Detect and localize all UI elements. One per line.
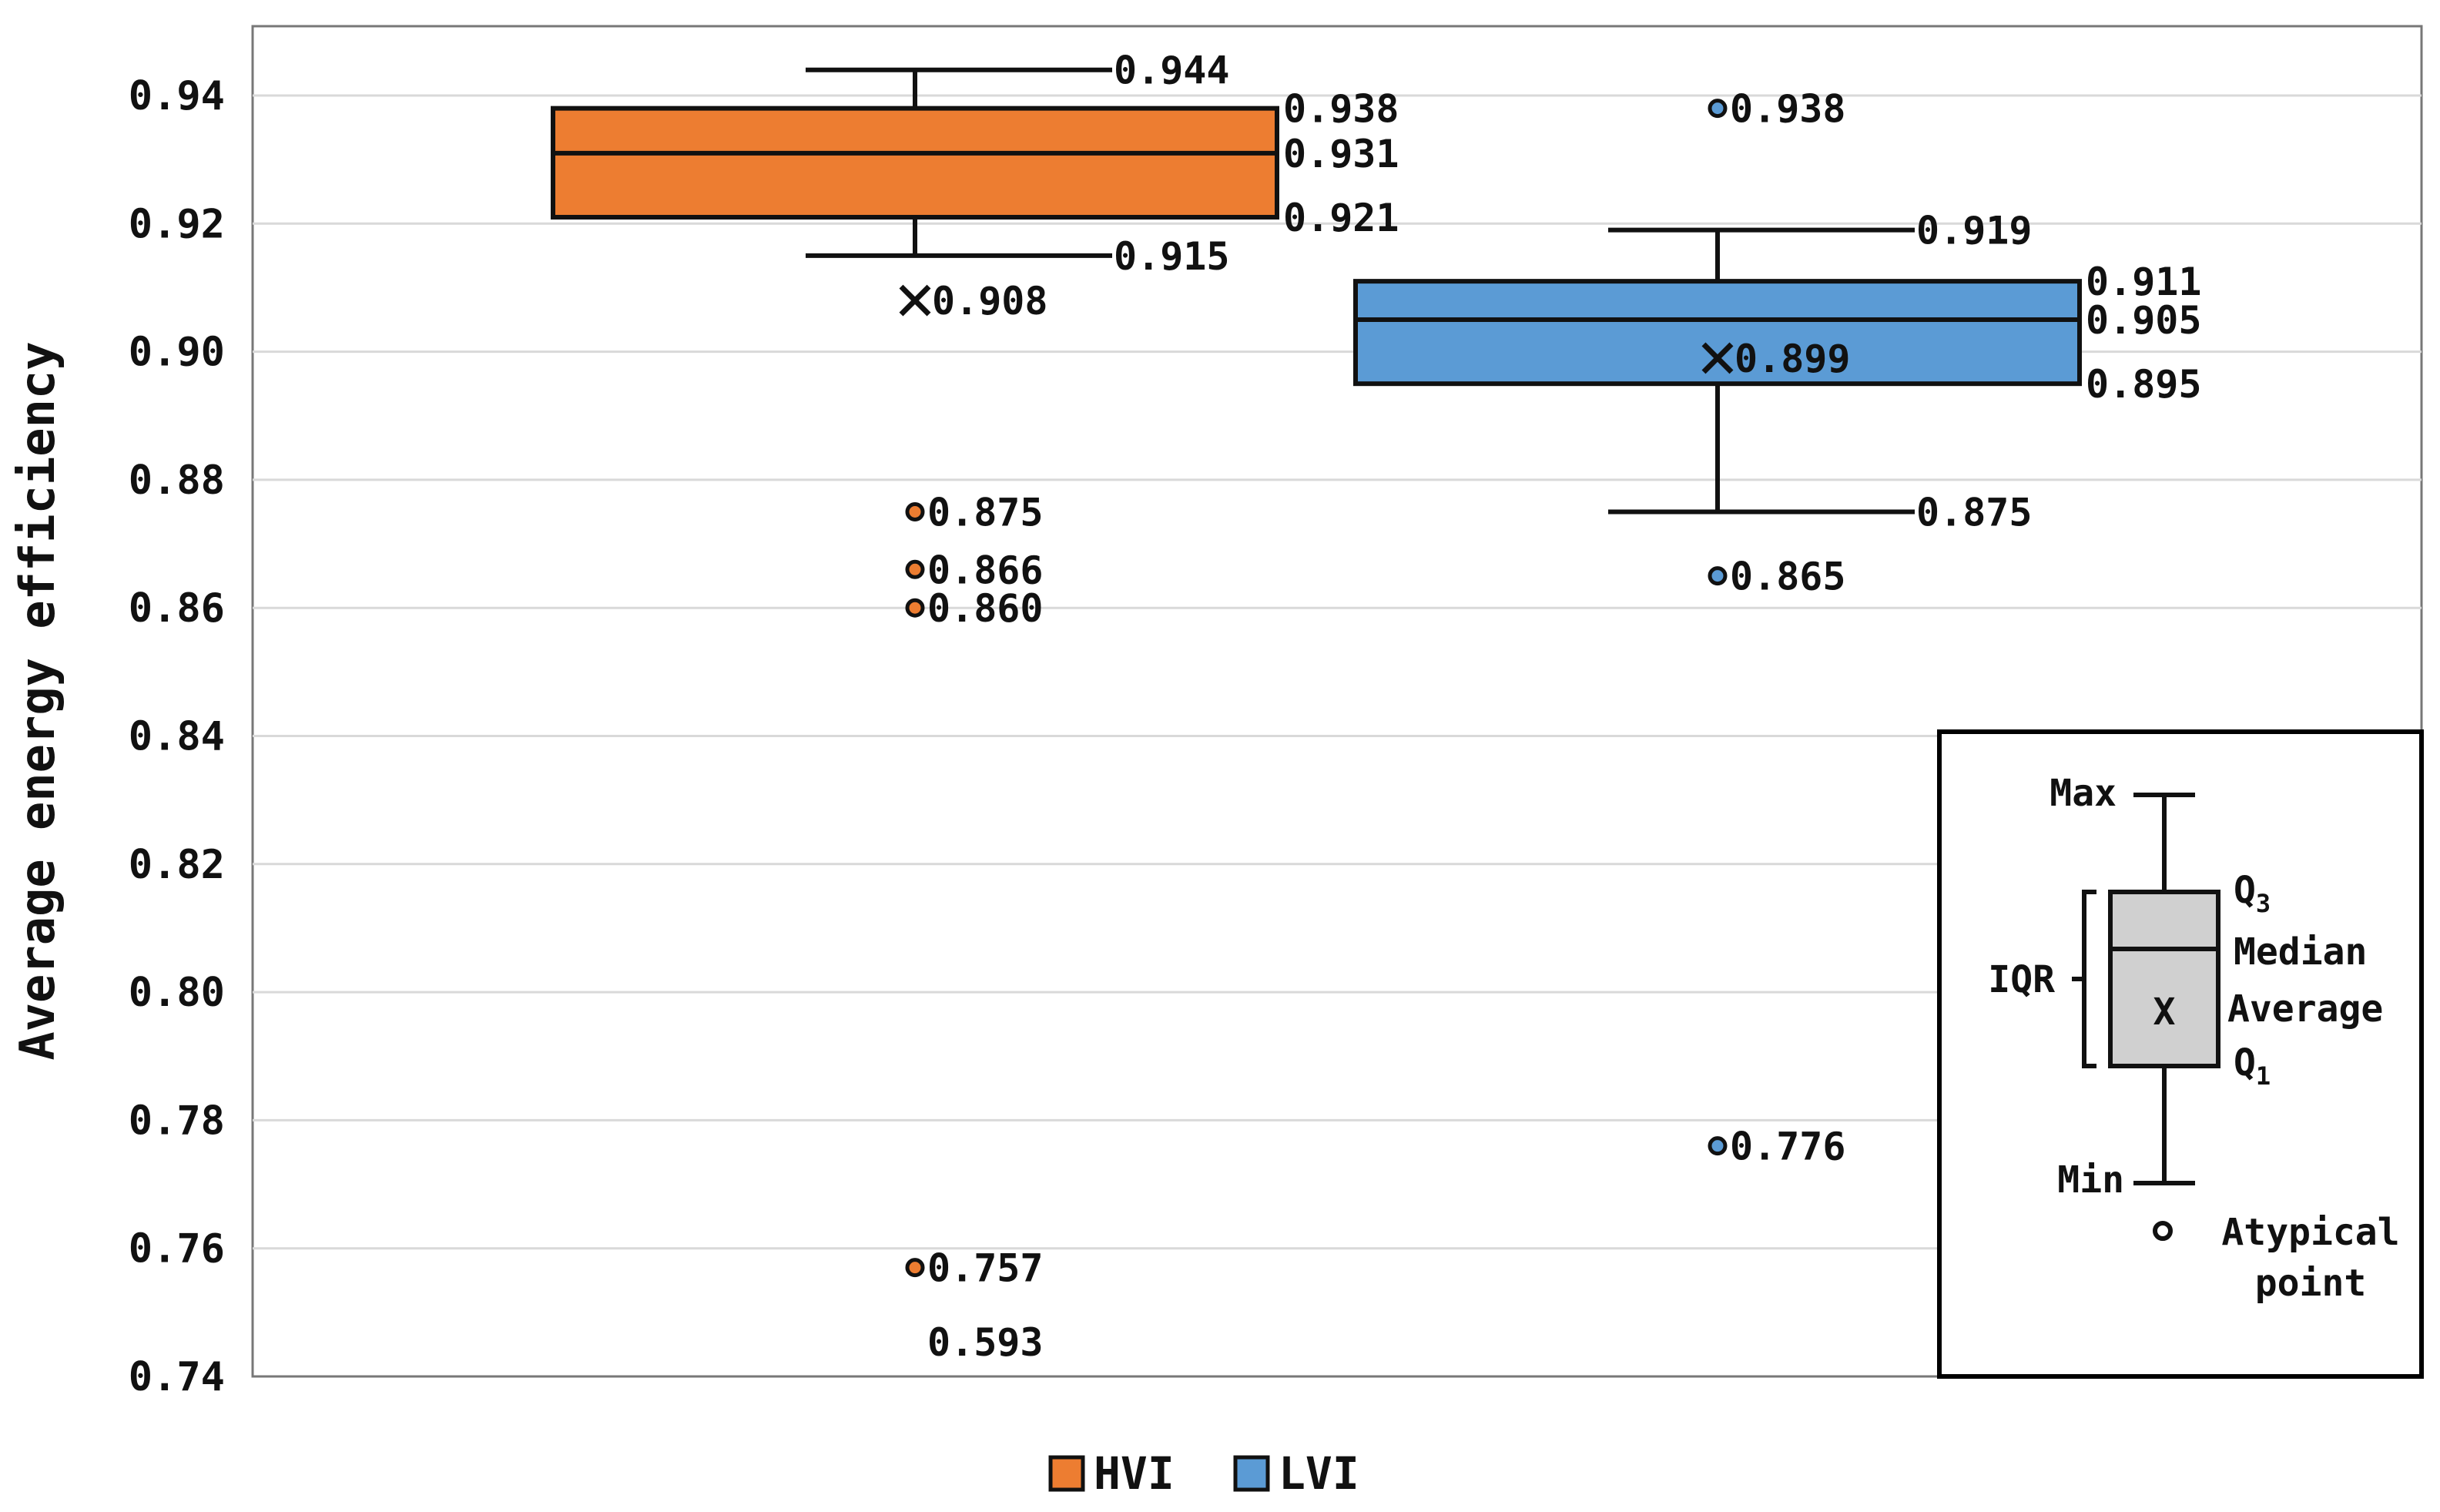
min-value-label: 0.875 <box>1916 490 2033 535</box>
max-value-label: 0.944 <box>1114 49 1230 93</box>
key-mean-mark: X <box>2153 991 2176 1034</box>
outlier-point <box>905 598 925 618</box>
key-q1-label: Q1 <box>2234 1041 2271 1091</box>
outlier-value-label: 0.865 <box>1730 555 1846 599</box>
min-value-label: 0.915 <box>1114 234 1230 279</box>
q3-value-label: 0.938 <box>1283 87 1399 132</box>
y-tick-label: 0.84 <box>129 714 225 760</box>
y-tick-label: 0.86 <box>129 585 225 632</box>
outlier-value-label: 0.860 <box>927 586 1044 631</box>
y-axis-label: Average energy efficiency <box>9 341 65 1060</box>
key-q3-label: Q3 <box>2234 869 2271 918</box>
outlier-value-label: 0.938 <box>1730 87 1846 132</box>
mean-marker <box>1701 342 1734 374</box>
key-max-label: Max <box>2050 772 2117 815</box>
legend: HVI LVI <box>1048 1447 1359 1500</box>
outlier-point <box>1708 1136 1728 1156</box>
outlier-value-label: 0.866 <box>927 548 1044 592</box>
y-tick-label: 0.74 <box>129 1354 225 1400</box>
box-plot-key: X IQR Max Min Q3 Median Average Q1 Atypi… <box>1937 729 2424 1379</box>
legend-item-lvi: LVI <box>1233 1447 1359 1500</box>
legend-label: LVI <box>1279 1447 1359 1500</box>
outlier-value-label: 0.776 <box>1730 1125 1846 1169</box>
q1-value-label: 0.895 <box>2086 362 2202 407</box>
legend-swatch <box>1048 1455 1085 1492</box>
iqr-box <box>1353 279 2082 387</box>
y-tick-label: 0.88 <box>129 458 225 504</box>
y-tick-label: 0.94 <box>129 73 225 119</box>
key-median-label: Median <box>2234 930 2367 974</box>
legend-item-hvi: HVI <box>1048 1447 1175 1500</box>
y-tick-label: 0.90 <box>129 330 225 376</box>
box-series: 0.9440.9150.9380.9310.9210.9080.8750.866… <box>551 49 2202 1365</box>
outlier-point <box>905 501 925 521</box>
key-atypical-marker <box>2153 1221 2173 1241</box>
iqr-box <box>551 106 1279 220</box>
outlier-point <box>1708 566 1728 586</box>
key-iqr-bracket <box>2072 890 2096 1068</box>
outlier-point <box>1708 99 1728 119</box>
mean-marker <box>899 284 931 317</box>
key-min-label: Min <box>2057 1158 2124 1202</box>
key-average-label: Average <box>2227 987 2383 1031</box>
legend-label: HVI <box>1094 1447 1175 1500</box>
q1-value-label: 0.921 <box>1283 196 1399 240</box>
q3-value-label: 0.911 <box>2086 260 2202 304</box>
y-tick-label: 0.78 <box>129 1098 225 1144</box>
y-axis-ticks: 0.74 0.76 0.78 0.80 0.82 0.84 0.86 0.88 0.90 0.92… <box>129 73 225 1400</box>
key-box <box>2108 890 2220 1068</box>
key-atypical-label-2: point <box>2255 1262 2367 1305</box>
max-value-label: 0.919 <box>1916 209 2033 253</box>
y-tick-label: 0.82 <box>129 842 225 888</box>
mean-value-label: 0.908 <box>932 279 1048 324</box>
key-iqr-label: IQR <box>1988 958 2055 1001</box>
off-scale-outlier-label: 0.593 <box>927 1320 1044 1365</box>
outlier-point <box>905 1258 925 1278</box>
y-tick-label: 0.92 <box>129 201 225 247</box>
y-tick-label: 0.80 <box>129 970 225 1016</box>
outlier-value-label: 0.757 <box>927 1246 1044 1291</box>
outlier-value-label: 0.875 <box>927 490 1044 535</box>
median-value-label: 0.905 <box>2086 298 2202 343</box>
median-value-label: 0.931 <box>1283 132 1399 176</box>
y-tick-label: 0.76 <box>129 1226 225 1272</box>
legend-swatch <box>1233 1455 1270 1492</box>
outlier-point <box>905 559 925 579</box>
key-atypical-label-1: Atypical <box>2221 1211 2399 1254</box>
mean-value-label: 0.899 <box>1734 337 1851 381</box>
